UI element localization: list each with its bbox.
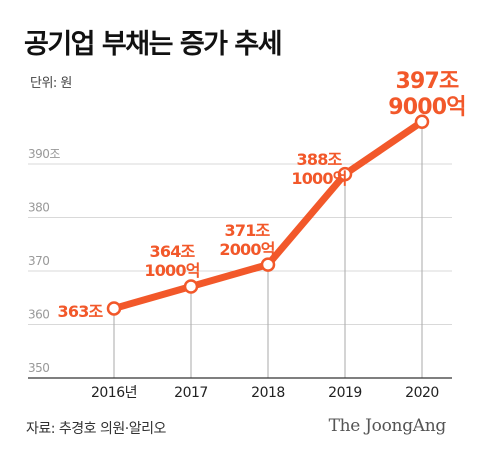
data-label-line: 1000억	[291, 169, 346, 188]
data-label-line: 2000억	[219, 240, 274, 259]
x-tick-label: 2018	[251, 385, 285, 401]
data-label: 388조 1000억	[291, 150, 346, 188]
unit-label: 단위: 원	[30, 76, 72, 91]
data-label-line: 9000억	[388, 95, 465, 120]
data-point	[337, 166, 353, 182]
data-label-line: 1000억	[144, 261, 199, 280]
data-label-line: 397조	[396, 69, 460, 94]
data-label: 371조 2000억	[219, 221, 274, 259]
data-label: 363조	[58, 302, 104, 321]
x-tick-labels: 2016년 2017 2018 2019 2020	[91, 385, 439, 401]
y-tick-label: 390조	[28, 147, 60, 161]
chart-title: 공기업 부채는 증가 추세	[24, 29, 283, 60]
data-points	[106, 114, 430, 316]
data-point	[106, 301, 122, 316]
data-point	[414, 114, 430, 129]
data-label-line: 363조	[58, 302, 104, 321]
data-label: 364조 1000억	[144, 242, 199, 280]
x-tick-label: 2017	[174, 385, 208, 401]
data-point	[260, 257, 276, 272]
y-tick-labels: 350 360 370 380 390조	[28, 147, 61, 375]
x-tick-label: 2016년	[91, 385, 137, 401]
x-tick-label: 2020	[405, 385, 439, 401]
data-label-line: 364조	[150, 242, 196, 261]
data-label-line: 388조	[297, 150, 343, 169]
data-label: 397조 9000억	[388, 69, 465, 120]
data-label-line: 371조	[225, 221, 271, 240]
data-point	[183, 279, 199, 294]
y-tick-label: 360	[28, 308, 49, 322]
brand-logo: The JoongAng	[328, 416, 447, 436]
y-tick-label: 350	[28, 361, 49, 375]
drop-lines	[113, 121, 423, 378]
source-note: 자료: 추경호 의원·알리오	[26, 421, 166, 437]
y-tick-label: 370	[28, 254, 49, 268]
x-tick-label: 2019	[328, 385, 362, 401]
y-tick-label: 380	[28, 201, 49, 215]
